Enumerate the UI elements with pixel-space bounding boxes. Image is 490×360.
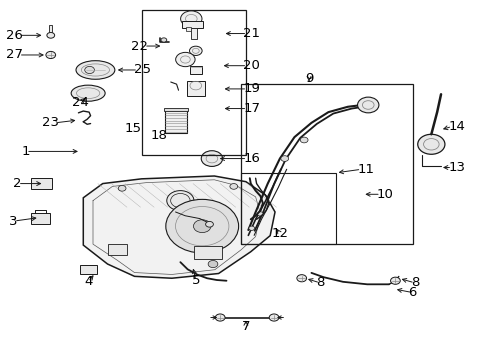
Circle shape (230, 184, 238, 189)
Circle shape (281, 156, 289, 161)
Circle shape (297, 275, 307, 282)
Text: 14: 14 (448, 120, 465, 133)
Circle shape (181, 11, 202, 27)
Text: 19: 19 (244, 82, 260, 95)
Text: 13: 13 (448, 161, 466, 174)
Bar (165, 110, 187, 133)
Text: 3: 3 (9, 215, 18, 228)
Bar (31, 213, 50, 224)
Circle shape (215, 314, 225, 321)
Circle shape (161, 38, 167, 42)
Text: 7: 7 (242, 320, 250, 333)
Text: 26: 26 (6, 29, 23, 42)
Bar (241, 173, 336, 244)
Circle shape (249, 226, 255, 230)
Bar (108, 244, 127, 255)
Text: 18: 18 (150, 129, 167, 142)
Text: 15: 15 (124, 122, 142, 135)
Text: 23: 23 (42, 116, 59, 129)
Circle shape (46, 51, 56, 59)
Bar (80, 265, 97, 274)
Text: 20: 20 (244, 59, 260, 72)
Circle shape (118, 185, 126, 191)
Circle shape (208, 261, 218, 267)
Bar (142, 10, 246, 155)
Bar (182, 21, 203, 28)
Circle shape (47, 32, 55, 38)
Circle shape (190, 46, 202, 55)
Text: 24: 24 (73, 96, 89, 109)
Text: 27: 27 (5, 49, 23, 62)
Bar (164, 108, 188, 111)
Text: 8: 8 (411, 276, 419, 289)
Circle shape (194, 220, 211, 233)
Text: 5: 5 (192, 274, 200, 287)
Ellipse shape (76, 61, 115, 79)
Text: 12: 12 (271, 227, 289, 240)
Text: 22: 22 (131, 40, 148, 53)
Circle shape (85, 66, 95, 73)
Text: 25: 25 (134, 63, 151, 76)
Bar (186, 27, 191, 31)
Text: 1: 1 (22, 145, 30, 158)
Circle shape (166, 199, 239, 253)
Circle shape (176, 52, 195, 67)
Circle shape (300, 137, 308, 143)
Bar (31, 178, 52, 189)
Polygon shape (83, 176, 275, 278)
Bar (241, 84, 414, 244)
Text: 9: 9 (305, 72, 313, 85)
Circle shape (418, 134, 445, 154)
Circle shape (358, 97, 379, 113)
Text: 10: 10 (377, 188, 394, 201)
Bar (187, 81, 204, 96)
Circle shape (391, 277, 400, 284)
Text: 6: 6 (409, 286, 417, 299)
Circle shape (269, 314, 279, 321)
Bar (191, 28, 197, 39)
Circle shape (258, 212, 264, 216)
Circle shape (201, 151, 222, 166)
Bar (190, 66, 202, 73)
Circle shape (167, 190, 194, 211)
Text: 16: 16 (244, 152, 260, 165)
Text: 17: 17 (244, 102, 261, 115)
Text: 8: 8 (316, 276, 325, 289)
Text: 4: 4 (84, 275, 92, 288)
Text: 21: 21 (244, 27, 261, 40)
Circle shape (206, 221, 213, 227)
Text: 11: 11 (358, 163, 374, 176)
Bar (49, 25, 52, 32)
Ellipse shape (71, 85, 105, 101)
Text: 2: 2 (13, 177, 22, 190)
Bar (195, 246, 222, 259)
